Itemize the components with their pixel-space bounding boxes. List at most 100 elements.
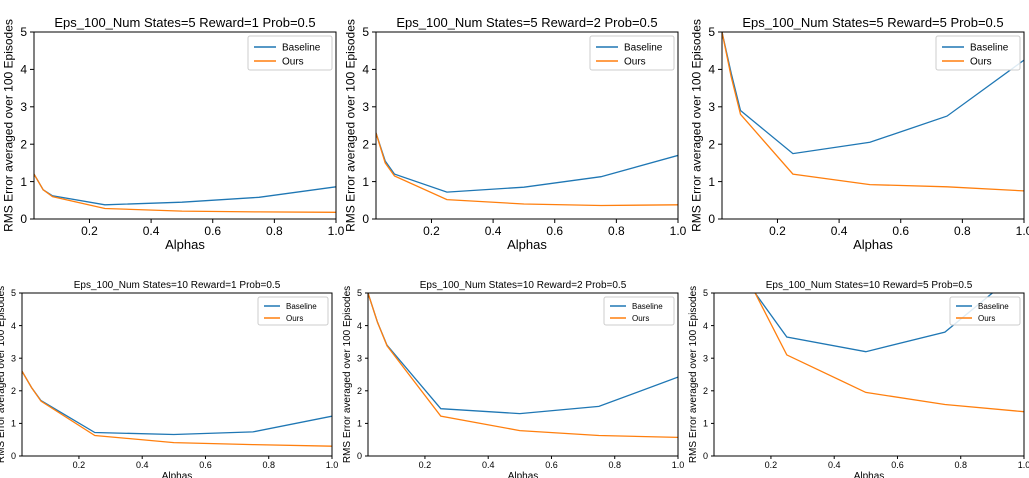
y-tick-label: 0: [703, 451, 708, 461]
legend-label-baseline: Baseline: [978, 302, 1009, 311]
x-tick-label: 0.8: [954, 224, 971, 238]
x-tick-label: 0.6: [204, 224, 221, 238]
y-tick-label: 2: [20, 137, 27, 151]
x-tick-label: 0.4: [482, 460, 495, 470]
plot-frame: [21, 292, 333, 457]
legend-label-baseline: Baseline: [624, 43, 663, 54]
y-tick-label: 1: [362, 175, 369, 189]
y-tick-label: 4: [362, 63, 369, 77]
x-tick-label: 0.2: [423, 224, 440, 238]
x-tick-label: 1.0: [670, 224, 687, 238]
legend-label-ours: Ours: [632, 314, 649, 323]
y-tick-label: 4: [20, 63, 27, 77]
x-tick-label: 1.0: [328, 224, 345, 238]
x-tick-label: 0.6: [546, 224, 563, 238]
x-tick-label: 0.2: [73, 460, 86, 470]
x-tick-label: 1.0: [672, 460, 685, 470]
y-tick-label: 0: [357, 451, 362, 461]
plot-frame: [375, 31, 679, 220]
y-tick-label: 5: [703, 288, 708, 298]
chart-panel-2: Eps_100_Num States=5 Reward=2 Prob=0.5 0 1…: [343, 15, 686, 252]
x-tick-label: 0.4: [136, 460, 149, 470]
y-tick-label: 0: [708, 212, 715, 226]
series-line-baseline: [376, 132, 678, 193]
y-tick-label: 5: [357, 288, 362, 298]
y-tick-label: 5: [708, 25, 715, 39]
series-line-ours: [754, 293, 1024, 413]
chart-panel-6: Eps_100_Num States=10 Reward=5 Prob=0.5 0…: [688, 280, 1029, 478]
x-axis-label: Alphas: [853, 237, 893, 252]
legend-label-baseline: Baseline: [632, 302, 663, 311]
y-tick-label: 4: [357, 321, 362, 331]
plot-frame: [33, 31, 337, 220]
x-tick-label: 0.2: [769, 224, 786, 238]
chart-title: Eps_100_Num States=5 Reward=1 Prob=0.5: [54, 15, 315, 30]
x-tick-label: 0.4: [143, 224, 160, 238]
series-line-ours: [368, 293, 678, 439]
series-line-ours: [722, 32, 1024, 192]
x-tick-label: 0.2: [765, 460, 778, 470]
y-tick-label: 3: [708, 100, 715, 114]
y-tick-label: 3: [20, 100, 27, 114]
x-axis-label: Alphas: [507, 237, 547, 252]
y-axis-label: RMS Error averaged over 100 Episodes: [1, 19, 15, 232]
series-line-baseline: [34, 173, 336, 206]
x-axis-label: Alphas: [162, 471, 193, 478]
y-tick-label: 1: [20, 175, 27, 189]
chart-title: Eps_100_Num States=10 Reward=2 Prob=0.5: [420, 280, 627, 291]
legend-label-ours: Ours: [282, 57, 304, 68]
legend-label-ours: Ours: [970, 57, 992, 68]
x-tick-label: 0.2: [81, 224, 98, 238]
y-tick-label: 5: [11, 288, 16, 298]
legend-label-ours: Ours: [624, 57, 646, 68]
y-axis-label: RMS Error averaged over 100 Episodes: [0, 286, 7, 463]
y-tick-label: 4: [708, 63, 715, 77]
x-tick-label: 0.8: [262, 460, 275, 470]
x-tick-label: 0.4: [831, 224, 848, 238]
y-tick-label: 2: [708, 137, 715, 151]
y-axis-label: RMS Error averaged over 100 Episodes: [342, 286, 353, 463]
plot-frame: [721, 31, 1025, 220]
y-axis-label: RMS Error averaged over 100 Episodes: [689, 19, 703, 232]
y-tick-label: 0: [20, 212, 27, 226]
legend-label-baseline: Baseline: [970, 43, 1009, 54]
y-tick-label: 3: [11, 353, 16, 363]
series-line-ours: [34, 173, 336, 213]
x-tick-label: 0.8: [266, 224, 283, 238]
x-tick-label: 0.4: [828, 460, 841, 470]
chart-title: Eps_100_Num States=5 Reward=2 Prob=0.5: [396, 15, 657, 30]
y-tick-label: 2: [703, 386, 708, 396]
x-tick-label: 0.4: [485, 224, 502, 238]
legend-label-ours: Ours: [286, 314, 303, 323]
y-tick-label: 3: [362, 100, 369, 114]
series-line-ours: [22, 370, 332, 447]
y-tick-label: 2: [11, 386, 16, 396]
x-tick-label: 1.0: [326, 460, 339, 470]
x-axis-label: Alphas: [854, 471, 885, 478]
chart-panel-5: Eps_100_Num States=10 Reward=2 Prob=0.5 0…: [342, 280, 684, 478]
series-line-baseline: [722, 32, 1024, 155]
legend-label-ours: Ours: [978, 314, 995, 323]
x-tick-label: 0.6: [199, 460, 212, 470]
legend-label-baseline: Baseline: [282, 43, 321, 54]
chart-title: Eps_100_Num States=10 Reward=5 Prob=0.5: [766, 280, 973, 291]
y-tick-label: 4: [11, 321, 16, 331]
plot-frame: [713, 292, 1025, 457]
y-tick-label: 2: [362, 137, 369, 151]
x-tick-label: 0.6: [891, 460, 904, 470]
y-tick-label: 0: [362, 212, 369, 226]
series-line-ours: [376, 132, 678, 207]
plot-frame: [367, 292, 679, 457]
x-tick-label: 0.6: [892, 224, 909, 238]
x-tick-label: 0.8: [954, 460, 967, 470]
y-tick-label: 1: [11, 419, 16, 429]
x-tick-label: 1.0: [1018, 460, 1029, 470]
chart-panel-3: Eps_100_Num States=5 Reward=5 Prob=0.5 0 1…: [689, 15, 1029, 252]
x-axis-label: Alphas: [165, 237, 205, 252]
y-tick-label: 3: [703, 353, 708, 363]
x-tick-label: 0.8: [608, 224, 625, 238]
y-axis-label: RMS Error averaged over 100 Episodes: [343, 19, 357, 232]
x-axis-label: Alphas: [508, 471, 539, 478]
chart-title: Eps_100_Num States=5 Reward=5 Prob=0.5: [742, 15, 1003, 30]
y-tick-label: 5: [20, 25, 27, 39]
